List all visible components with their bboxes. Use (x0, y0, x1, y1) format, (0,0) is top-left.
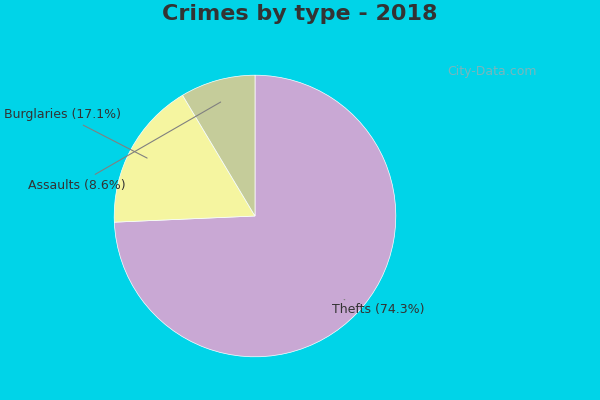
Wedge shape (115, 75, 396, 357)
Text: Burglaries (17.1%): Burglaries (17.1%) (4, 108, 147, 158)
Text: Thefts (74.3%): Thefts (74.3%) (332, 300, 425, 316)
Wedge shape (182, 75, 255, 216)
Text: City-Data.com: City-Data.com (447, 66, 537, 78)
Text: Assaults (8.6%): Assaults (8.6%) (28, 102, 221, 192)
Text: Crimes by type - 2018: Crimes by type - 2018 (162, 4, 438, 24)
Wedge shape (114, 95, 255, 222)
